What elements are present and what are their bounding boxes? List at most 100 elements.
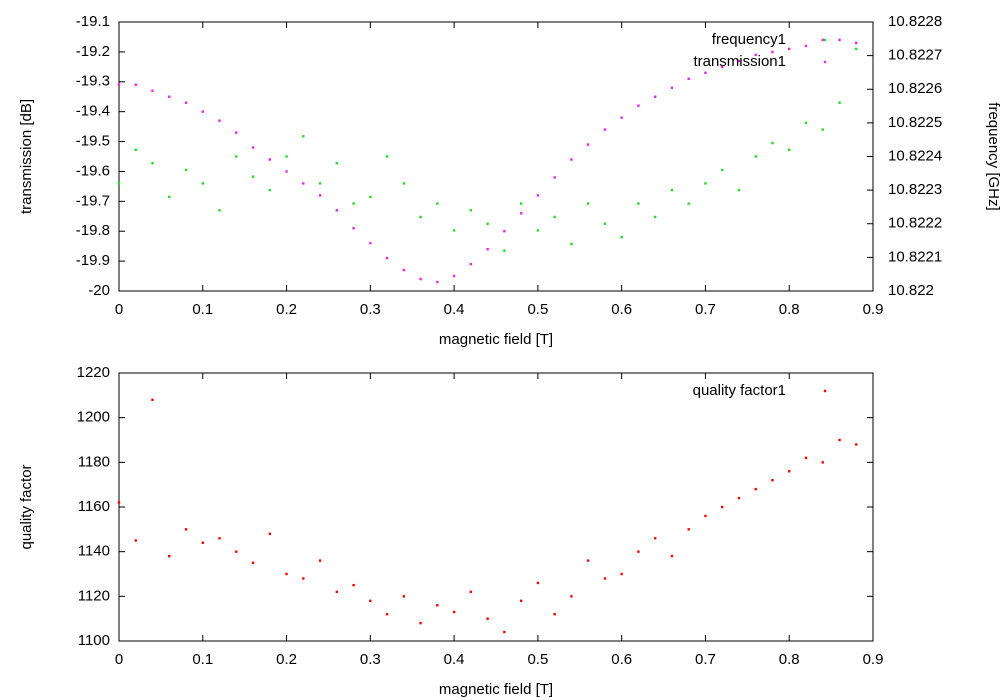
y-tick-label: 1180 xyxy=(78,453,110,470)
point xyxy=(385,155,389,158)
y-tick-label: 1220 xyxy=(77,364,110,381)
point xyxy=(452,274,456,278)
point xyxy=(335,590,339,594)
point xyxy=(687,528,690,531)
point xyxy=(503,630,506,634)
point xyxy=(687,77,690,80)
point xyxy=(352,227,355,230)
point xyxy=(637,104,640,107)
point xyxy=(721,168,724,172)
point xyxy=(117,501,121,504)
x-tick-label: 0.6 xyxy=(611,301,632,318)
point xyxy=(469,209,473,212)
point xyxy=(134,539,137,542)
y2-tick-label: 10.822 xyxy=(888,282,934,299)
y-tick-label: -19.3 xyxy=(76,73,110,90)
x-tick-label: 0 xyxy=(115,651,123,668)
y2-axis-label: frequency [GHz] xyxy=(985,102,1000,210)
x-tick-label: 0.1 xyxy=(192,651,213,668)
point xyxy=(620,572,623,576)
y-tick-label: 1120 xyxy=(78,587,110,604)
point xyxy=(570,595,573,598)
x-tick-label: 0.1 xyxy=(192,301,213,318)
legend-label: transmission1 xyxy=(693,53,786,70)
point xyxy=(687,202,690,205)
point xyxy=(369,599,372,602)
point xyxy=(285,155,288,158)
point xyxy=(620,236,623,239)
x-tick-label: 0.2 xyxy=(276,301,297,318)
point xyxy=(168,195,171,199)
y2-tick-label: 10.8228 xyxy=(888,13,942,30)
point xyxy=(184,168,188,172)
point xyxy=(285,170,288,173)
point xyxy=(637,550,640,553)
point xyxy=(670,86,674,89)
point xyxy=(402,182,406,185)
y2-tick-label: 10.8225 xyxy=(888,114,942,131)
y-tick-label: 1140 xyxy=(78,543,110,560)
point xyxy=(821,38,824,42)
point xyxy=(436,202,439,205)
x-tick-label: 0.7 xyxy=(695,301,716,318)
point xyxy=(553,613,556,616)
x-tick-label: 0.9 xyxy=(863,651,884,668)
point xyxy=(335,162,339,165)
point xyxy=(821,461,824,464)
point xyxy=(285,572,288,576)
point xyxy=(737,59,741,63)
y2-tick-label: 10.8223 xyxy=(888,181,942,198)
point xyxy=(754,155,757,158)
x-tick-label: 0.9 xyxy=(863,301,884,318)
point xyxy=(151,398,154,401)
point xyxy=(117,182,121,185)
point xyxy=(151,89,154,92)
point xyxy=(855,443,858,446)
point xyxy=(570,242,573,246)
y-axis-label: transmission [dB] xyxy=(18,99,35,214)
point xyxy=(486,222,489,225)
x-tick-label: 0.3 xyxy=(360,301,381,318)
x-tick-label: 0.8 xyxy=(779,651,800,668)
point xyxy=(838,438,841,442)
point xyxy=(151,162,154,165)
point xyxy=(486,247,489,251)
point xyxy=(603,577,607,580)
point xyxy=(821,128,824,131)
point xyxy=(302,577,305,580)
point xyxy=(218,537,221,540)
point xyxy=(251,561,255,565)
point xyxy=(302,182,305,185)
x-tick-label: 0.5 xyxy=(527,651,548,668)
y2-tick-label: 10.8224 xyxy=(888,147,942,164)
point xyxy=(553,215,556,219)
point xyxy=(737,188,741,192)
y-tick-label: -19.1 xyxy=(76,13,110,30)
point xyxy=(855,41,858,45)
y-tick-label: -19.5 xyxy=(76,133,110,150)
y2-tick-label: 10.8226 xyxy=(888,80,942,97)
point xyxy=(201,541,204,544)
point xyxy=(385,256,389,260)
point xyxy=(486,617,489,620)
point xyxy=(771,141,774,145)
point xyxy=(603,128,607,131)
point xyxy=(653,215,657,219)
point xyxy=(653,95,657,98)
point xyxy=(452,229,456,232)
y2-tick-label: 10.8221 xyxy=(888,248,942,265)
point xyxy=(788,470,791,473)
point xyxy=(586,202,590,205)
point xyxy=(419,621,422,625)
y-tick-label: 1160 xyxy=(78,498,110,515)
point xyxy=(788,47,791,51)
x-tick-label: 0.7 xyxy=(695,651,716,668)
point xyxy=(670,188,674,192)
point xyxy=(168,554,171,558)
x-tick-label: 0.8 xyxy=(779,301,800,318)
plot-frame xyxy=(118,372,874,642)
y-tick-label: -19.8 xyxy=(76,222,110,239)
y-axis-label: quality factor xyxy=(18,464,35,549)
point xyxy=(855,47,858,51)
